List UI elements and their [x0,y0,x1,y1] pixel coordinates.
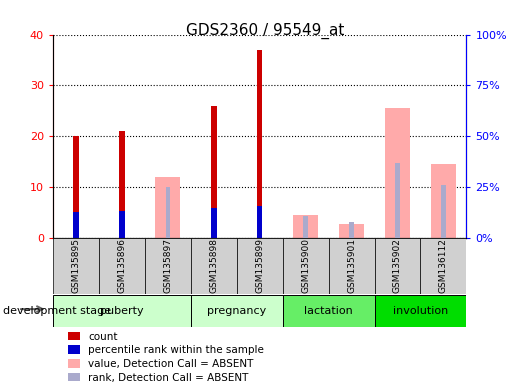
Bar [349,222,354,238]
Bar [375,238,420,294]
Bar [375,295,466,327]
Legend: count, percentile rank within the sample, value, Detection Call = ABSENT, rank, : count, percentile rank within the sample… [67,332,264,382]
Bar [339,224,364,238]
Bar [53,295,191,327]
Text: GDS2360 / 95549_at: GDS2360 / 95549_at [186,23,344,39]
Bar [282,238,329,294]
Bar [73,212,79,238]
Bar [293,215,318,238]
Text: GSM135902: GSM135902 [393,238,402,293]
Text: puberty: puberty [100,306,144,316]
Bar [99,238,145,294]
Bar [155,177,180,238]
Bar [119,131,125,238]
Text: involution: involution [393,306,448,316]
Bar [385,108,410,238]
Bar [237,238,282,294]
Text: GSM135895: GSM135895 [72,238,81,293]
Bar [73,136,79,238]
Bar [441,185,446,238]
Bar [191,295,282,327]
Bar [257,50,262,238]
Text: development stage: development stage [3,306,111,316]
Bar [431,164,456,238]
Bar [165,187,170,238]
Bar [145,238,191,294]
Text: GSM135900: GSM135900 [301,238,310,293]
Text: GSM136112: GSM136112 [439,238,448,293]
Text: pregnancy: pregnancy [207,306,267,316]
Text: GSM135899: GSM135899 [255,238,264,293]
Bar [53,238,99,294]
Text: GSM135901: GSM135901 [347,238,356,293]
Bar [191,238,237,294]
Bar [303,216,308,238]
Text: GSM135897: GSM135897 [163,238,172,293]
Bar [395,163,400,238]
Text: GSM135896: GSM135896 [118,238,126,293]
Bar [282,295,375,327]
Bar [211,106,217,238]
Bar [257,205,262,238]
Bar [211,207,217,238]
Bar [119,210,125,238]
Text: lactation: lactation [304,306,353,316]
Text: GSM135898: GSM135898 [209,238,218,293]
Bar [420,238,466,294]
Bar [329,238,375,294]
